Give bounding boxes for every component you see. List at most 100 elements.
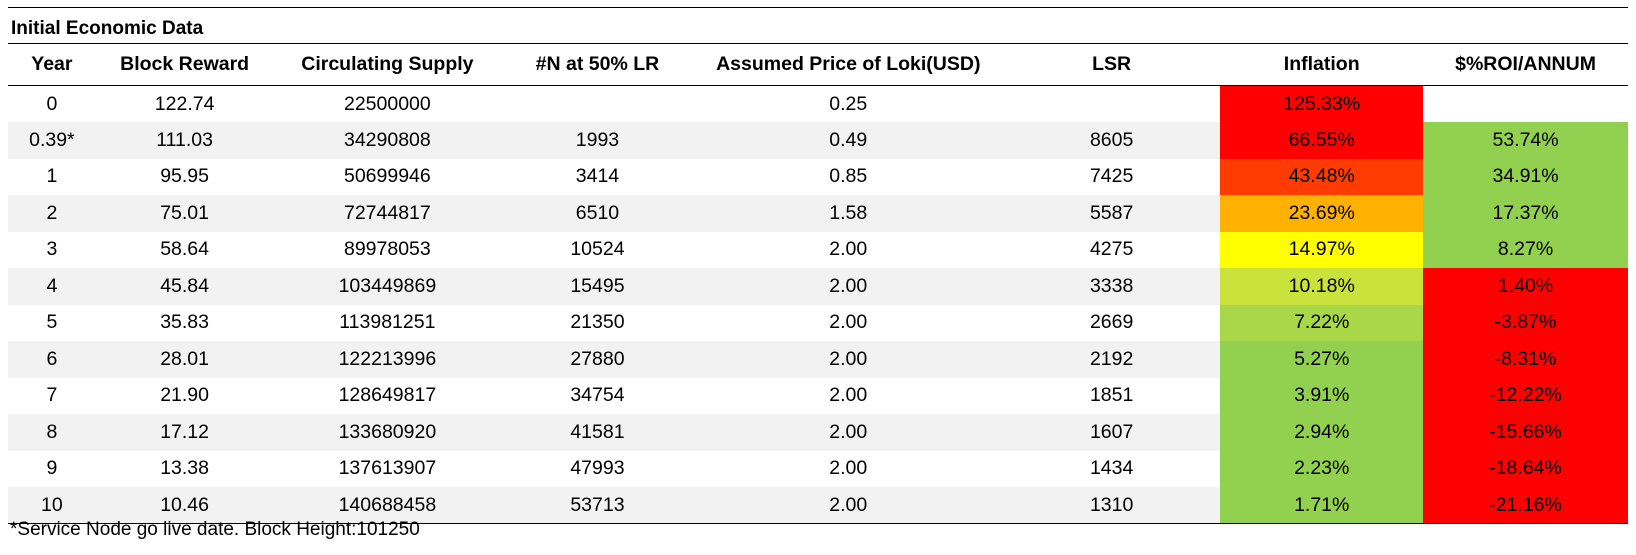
cell-circulating-supply: 72744817 xyxy=(343,201,431,224)
cell-block-reward: 45.84 xyxy=(160,274,210,297)
economic-data-table-wrapper: Year Block Reward Circulating Supply #N … xyxy=(8,43,1628,524)
cell-nodes-at-50-lr: 53713 xyxy=(570,493,625,516)
cell-lsr: 1310 xyxy=(1089,493,1134,516)
cell-assumed-price: 2.00 xyxy=(829,238,868,261)
cell-block-reward: 10.46 xyxy=(160,493,210,516)
cell-year: 10 xyxy=(41,493,63,516)
cell-circulating-supply: 89978053 xyxy=(343,238,431,261)
cell-nodes-at-50-lr: 34754 xyxy=(570,384,625,407)
cell-roi-per-annum: 1.40% xyxy=(1423,268,1628,305)
cell-nodes-at-50-lr: 10524 xyxy=(570,238,625,261)
cell-lsr: 1851 xyxy=(1089,384,1134,407)
header-year: Year xyxy=(31,53,73,75)
cell-block-reward: 21.90 xyxy=(160,384,210,407)
cell-year: 7 xyxy=(46,384,58,407)
cell-roi-per-annum: 17.37% xyxy=(1423,195,1628,232)
table-row: 4 45.84 103449869 15495 2.00 3338 10.18% 1.40% xyxy=(8,268,1628,305)
cell-inflation: 5.27% xyxy=(1220,341,1424,378)
cell-year: 6 xyxy=(46,347,58,370)
header-lsr: LSR xyxy=(1092,53,1132,75)
cell-inflation: 23.69% xyxy=(1220,195,1424,232)
cell-inflation: 2.23% xyxy=(1220,450,1424,487)
cell-year: 1 xyxy=(46,165,58,188)
cell-year: 5 xyxy=(46,311,58,334)
cell-assumed-price: 0.49 xyxy=(829,128,868,151)
cell-roi-per-annum: -8.31% xyxy=(1423,341,1628,378)
cell-block-reward: 95.95 xyxy=(160,165,210,188)
cell-assumed-price: 0.25 xyxy=(829,92,868,115)
cell-inflation: 1.71% xyxy=(1220,487,1424,524)
table-body: 0 122.74 22500000 0.25 125.33% 0.39* 111.03 342… xyxy=(8,85,1628,524)
cell-nodes-at-50-lr: 3414 xyxy=(575,165,620,188)
cell-block-reward: 75.01 xyxy=(160,201,210,224)
cell-circulating-supply: 103449869 xyxy=(338,274,437,297)
cell-block-reward: 28.01 xyxy=(160,347,210,370)
table-row: 0 122.74 22500000 0.25 125.33% xyxy=(8,85,1628,123)
cell-lsr: 3338 xyxy=(1089,274,1134,297)
cell-roi-per-annum: 34.91% xyxy=(1423,158,1628,195)
table-row: 10 10.46 140688458 53713 2.00 1310 1.71% -21.16… xyxy=(8,487,1628,524)
header-row: Year Block Reward Circulating Supply #N … xyxy=(8,43,1628,86)
table-row: 8 17.12 133680920 41581 2.00 1607 2.94% -15.66% xyxy=(8,414,1628,451)
cell-inflation: 66.55% xyxy=(1220,122,1424,159)
cell-circulating-supply: 140688458 xyxy=(338,493,437,516)
cell-assumed-price: 2.00 xyxy=(829,347,868,370)
header-assumed-price: Assumed Price of Loki(USD) xyxy=(716,53,981,75)
header-roi-per-annum: $%ROI/ANNUM xyxy=(1455,53,1596,75)
cell-lsr: 7425 xyxy=(1089,165,1134,188)
cell-circulating-supply: 133680920 xyxy=(338,420,437,443)
table-row: 5 35.83 113981251 21350 2.00 2669 7.22% -3.87% xyxy=(8,304,1628,341)
cell-assumed-price: 2.00 xyxy=(829,420,868,443)
table-row: 3 58.64 89978053 10524 2.00 4275 14.97% 8.27% xyxy=(8,231,1628,268)
economic-data-table: Year Block Reward Circulating Supply #N … xyxy=(8,43,1628,524)
cell-year: 3 xyxy=(46,238,58,261)
cell-block-reward: 58.64 xyxy=(160,238,210,261)
table-row: 9 13.38 137613907 47993 2.00 1434 2.23% -18.64% xyxy=(8,450,1628,487)
cell-inflation: 14.97% xyxy=(1220,231,1424,268)
cell-lsr xyxy=(1003,86,1220,123)
table-row: 2 75.01 72744817 6510 1.58 5587 23.69% 17.37% xyxy=(8,195,1628,232)
cell-block-reward: 13.38 xyxy=(160,457,210,480)
cell-nodes-at-50-lr: 6510 xyxy=(575,201,620,224)
cell-year: 4 xyxy=(46,274,58,297)
header-circulating-supply: Circulating Supply xyxy=(301,53,474,75)
header-block-reward: Block Reward xyxy=(120,53,250,75)
cell-lsr: 5587 xyxy=(1089,201,1134,224)
cell-roi-per-annum: -21.16% xyxy=(1423,487,1628,524)
cell-year: 0.39* xyxy=(29,128,75,151)
cell-nodes-at-50-lr: 27880 xyxy=(570,347,625,370)
table-row: 7 21.90 128649817 34754 2.00 1851 3.91% -12.22% xyxy=(8,377,1628,414)
cell-circulating-supply: 122213996 xyxy=(338,347,437,370)
cell-circulating-supply: 128649817 xyxy=(338,384,437,407)
table-row: 0.39* 111.03 34290808 1993 0.49 8605 66.55% 53.… xyxy=(8,122,1628,159)
table-row: 6 28.01 122213996 27880 2.00 2192 5.27% -8.31% xyxy=(8,341,1628,378)
top-rule xyxy=(8,7,1628,8)
cell-circulating-supply: 137613907 xyxy=(338,457,437,480)
cell-inflation: 43.48% xyxy=(1220,158,1424,195)
cell-year: 0 xyxy=(46,92,58,115)
cell-circulating-supply: 113981251 xyxy=(339,311,436,334)
cell-block-reward: 122.74 xyxy=(154,92,215,115)
header-inflation: Inflation xyxy=(1283,53,1360,75)
cell-assumed-price: 2.00 xyxy=(829,457,868,480)
cell-year: 2 xyxy=(46,201,58,224)
cell-inflation: 10.18% xyxy=(1220,268,1424,305)
cell-inflation: 3.91% xyxy=(1220,377,1424,414)
cell-nodes-at-50-lr: 47993 xyxy=(570,457,625,480)
header-nodes-at-50-lr: #N at 50% LR xyxy=(535,53,660,75)
cell-block-reward: 17.12 xyxy=(160,420,210,443)
cell-roi-per-annum: -12.22% xyxy=(1423,377,1628,414)
cell-circulating-supply: 34290808 xyxy=(343,128,431,151)
cell-block-reward: 111.03 xyxy=(156,128,213,151)
cell-roi-per-annum: -3.87% xyxy=(1423,304,1628,341)
cell-assumed-price: 2.00 xyxy=(829,274,868,297)
cell-lsr: 2192 xyxy=(1089,347,1134,370)
table-row: 1 95.95 50699946 3414 0.85 7425 43.48% 34.91% xyxy=(8,158,1628,195)
cell-assumed-price: 2.00 xyxy=(829,384,868,407)
table-title: Initial Economic Data xyxy=(11,18,204,39)
cell-assumed-price: 1.58 xyxy=(829,201,868,224)
cell-roi-per-annum: -18.64% xyxy=(1423,450,1628,487)
cell-roi-per-annum: 8.27% xyxy=(1423,231,1628,268)
cell-nodes-at-50-lr: 15495 xyxy=(570,274,625,297)
cell-lsr: 8605 xyxy=(1089,128,1134,151)
